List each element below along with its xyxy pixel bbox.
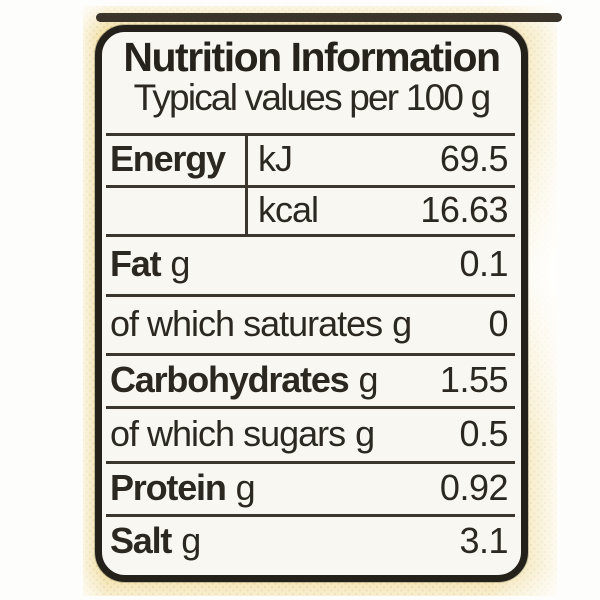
- label-title: Nutrition Information: [123, 34, 501, 80]
- nutrient-value: 3.1: [459, 519, 508, 561]
- nutrient-name: Protein: [110, 466, 227, 508]
- nutrient-unit: g: [358, 358, 378, 400]
- row-fat: Fat g 0.1: [102, 234, 521, 294]
- nutrient-value: 0.5: [459, 412, 508, 454]
- row-energy-kcal: kcal 16.63: [102, 185, 521, 234]
- nutrient-value: 0: [488, 302, 508, 344]
- nutrient-unit: g: [355, 412, 375, 454]
- package-edge-band: [96, 13, 562, 22]
- nutrient-value: 0.92: [439, 466, 509, 508]
- nutrient-value: 0.1: [459, 243, 508, 284]
- nutrient-unit: g: [181, 519, 201, 561]
- row-carbohydrates: Carbohydrates g 1.55: [102, 353, 521, 406]
- nutrient-name-cell: [110, 185, 248, 234]
- nutrient-name: Fat: [110, 243, 162, 284]
- nutrient-unit: g: [235, 466, 256, 508]
- row-salt: Salt g 3.1: [102, 514, 521, 575]
- nutrient-name: of which sugars: [110, 412, 346, 454]
- nutrient-unit: kJ: [258, 138, 293, 179]
- nutrient-name: of which saturates: [110, 302, 383, 344]
- nutrient-name: Carbohydrates: [110, 358, 350, 400]
- row-sugars: of which sugars g 0.5: [102, 406, 521, 461]
- nutrient-name: Salt: [110, 519, 172, 561]
- label-header: Nutrition Information Typical values per…: [102, 32, 521, 133]
- nutrient-name-cell: Energy: [110, 133, 248, 185]
- nutrient-value: 16.63: [420, 188, 508, 230]
- row-energy-kj: Energy kJ 69.5: [102, 133, 521, 185]
- label-subtitle: Typical values per 100 g: [133, 77, 492, 118]
- row-saturates: of which saturates g 0: [102, 294, 521, 353]
- nutrient-unit: g: [170, 243, 190, 284]
- nutrient-value: 69.5: [439, 138, 509, 179]
- nutrient-unit: kcal: [258, 188, 319, 230]
- nutrient-value: 1.55: [439, 358, 509, 400]
- nutrient-name: Energy: [110, 138, 226, 179]
- row-protein: Protein g 0.92: [102, 461, 521, 514]
- nutrient-unit: g: [392, 302, 412, 344]
- nutrition-label: Nutrition Information Typical values per…: [95, 25, 528, 582]
